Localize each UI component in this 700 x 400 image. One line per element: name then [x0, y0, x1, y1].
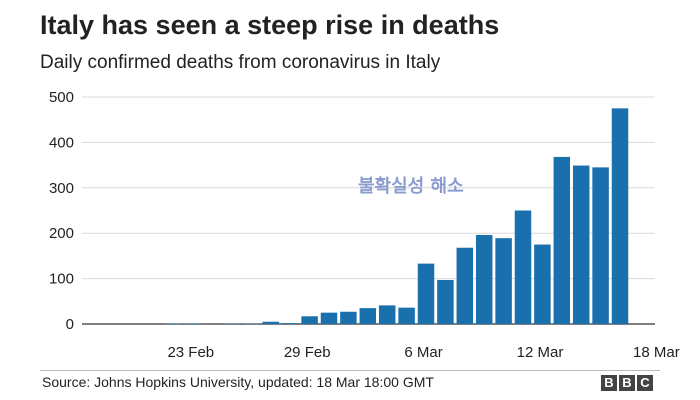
- bar: [495, 238, 512, 324]
- x-tick-label: 6 Mar: [404, 344, 442, 361]
- bar: [514, 210, 532, 324]
- bbc-logo-letter-1: B: [601, 375, 617, 391]
- x-tick-label: 12 Mar: [517, 344, 564, 361]
- bar: [475, 235, 493, 324]
- bar: [611, 108, 629, 324]
- bar: [456, 247, 474, 324]
- y-tick-label: 200: [49, 225, 74, 242]
- bar: [340, 311, 357, 324]
- chart-subtitle: Daily confirmed deaths from coronavirus …: [40, 52, 441, 73]
- bar: [320, 312, 338, 324]
- bbc-logo-letter-2: B: [619, 375, 635, 391]
- bar: [281, 323, 299, 324]
- x-tick-label: 23 Feb: [167, 344, 214, 361]
- bars: [165, 108, 629, 324]
- y-tick-label: 400: [49, 134, 74, 151]
- bar: [301, 316, 318, 324]
- bar: [417, 263, 435, 324]
- y-axis-ticks: 0 100 200 300 400 500: [49, 89, 74, 333]
- footer-divider: [40, 370, 660, 371]
- bar: [378, 305, 396, 324]
- x-axis-ticks: 23 Feb 29 Feb 6 Mar 12 Mar 18 Mar: [167, 344, 679, 361]
- bbc-logo-letter-3: C: [637, 375, 653, 391]
- source-note: Source: Johns Hopkins University, update…: [42, 374, 434, 390]
- x-tick-label: 18 Mar: [633, 344, 680, 361]
- bar: [553, 156, 571, 324]
- bar: [262, 321, 280, 324]
- bar-chart: 0 100 200 300 400 500 23 Feb 29 Feb 6 Mar 12 Mar…: [49, 89, 680, 361]
- x-tick-label: 29 Feb: [284, 344, 331, 361]
- bar: [359, 308, 377, 324]
- bbc-logo: B B C: [601, 375, 653, 391]
- y-tick-label: 500: [49, 89, 74, 106]
- y-tick-label: 100: [49, 271, 74, 288]
- bar: [572, 165, 590, 324]
- bar: [534, 244, 551, 324]
- bar: [398, 307, 415, 324]
- bar: [437, 279, 454, 324]
- chart-title: Italy has seen a steep rise in deaths: [40, 10, 500, 40]
- bar: [592, 167, 609, 324]
- y-tick-label: 300: [49, 180, 74, 197]
- overlay-caption: 불확실성 해소: [358, 176, 464, 197]
- y-tick-label: 0: [66, 316, 74, 333]
